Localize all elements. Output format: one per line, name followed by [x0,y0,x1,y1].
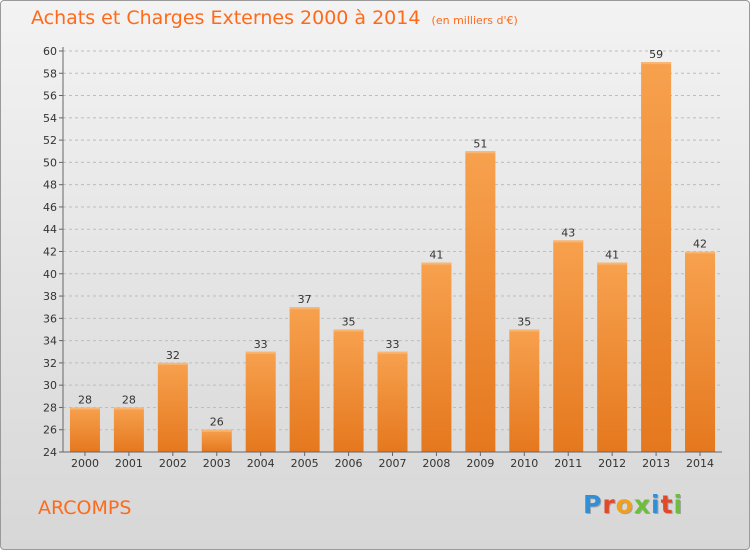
bar-highlight [201,429,232,432]
bar-value-label: 33 [254,338,268,351]
y-tick-label: 36 [43,312,57,325]
bar-2000 [69,407,100,452]
bar-2010 [509,329,540,452]
bar-2013 [641,62,672,453]
y-tick-label: 60 [43,45,57,58]
y-tick-label: 56 [43,90,57,103]
bar-2002 [157,362,188,452]
x-tick-label: 2001 [115,457,143,470]
y-tick-label: 24 [43,446,57,459]
bar-value-label: 59 [649,48,663,61]
logo-letter: i [673,490,684,519]
x-tick-label: 2000 [71,457,99,470]
x-tick-label: 2010 [510,457,538,470]
y-tick-label: 50 [43,156,57,169]
proxiti-logo: Proxiti [583,490,683,519]
bar-2014 [685,251,716,452]
bar-highlight [685,251,716,254]
bar-value-label: 28 [122,393,136,406]
bar-highlight [377,351,408,354]
x-tick-label: 2006 [335,457,363,470]
y-tick-label: 38 [43,290,57,303]
x-tick-label: 2013 [642,457,670,470]
logo-letter: t [660,490,674,519]
logo-letter: P [583,490,603,519]
y-tick-label: 44 [43,223,57,236]
y-tick-label: 58 [43,67,57,80]
bar-value-label: 42 [693,238,707,251]
commune-name: ARCOMPS [38,497,132,519]
bar-2012 [597,262,628,452]
x-tick-label: 2008 [422,457,450,470]
bar-highlight [289,307,320,310]
x-tick-label: 2003 [203,457,231,470]
logo-letter: r [602,490,616,519]
bar-2006 [333,329,364,452]
x-tick-label: 2005 [291,457,319,470]
bar-highlight [245,351,276,354]
x-tick-label: 2014 [686,457,714,470]
bar-2004 [245,351,276,452]
bar-value-label: 35 [342,315,356,328]
y-tick-label: 28 [43,401,57,414]
bar-2007 [377,351,408,452]
bar-value-label: 33 [386,338,400,351]
y-tick-label: 32 [43,357,57,370]
x-tick-label: 2009 [466,457,494,470]
y-tick-label: 52 [43,134,57,147]
bar-value-label: 26 [210,416,224,429]
x-tick-label: 2011 [554,457,582,470]
y-tick-label: 42 [43,246,57,259]
bar-2001 [113,407,144,452]
x-tick-label: 2002 [159,457,187,470]
y-tick-label: 34 [43,335,57,348]
logo-letter: o [615,490,634,519]
bar-value-label: 32 [166,349,180,362]
y-tick-label: 30 [43,379,57,392]
bar-value-label: 35 [517,315,531,328]
x-tick-label: 2007 [379,457,407,470]
bar-highlight [597,262,628,265]
bar-value-labels: 28 28 32 26 33 37 35 33 41 51 35 43 41 59 42 [78,48,707,429]
bar-value-label: 41 [429,249,443,262]
bar-highlight [641,62,672,65]
bar-2003 [201,429,232,452]
bar-value-label: 28 [78,393,92,406]
bar-highlight [553,240,584,243]
bar-2005 [289,307,320,452]
bar-highlight [333,329,364,332]
chart-subtitle: (en milliers d'€) [431,14,518,27]
x-tick-label: 2004 [247,457,275,470]
bars [69,62,716,453]
bar-highlight [157,362,188,365]
x-axis-tick-labels: 2000 2001 2002 2003 2004 2005 2006 2007 2008 2009… [71,452,714,470]
bar-value-label: 43 [561,226,575,239]
bar-2011 [553,240,584,452]
bar-highlight [69,407,100,410]
y-tick-label: 46 [43,201,57,214]
logo-letter: x [633,490,651,519]
bar-value-label: 41 [605,249,619,262]
logo-letter: i [651,490,661,519]
bar-highlight [465,151,496,154]
bar-value-label: 37 [298,293,312,306]
x-tick-label: 2012 [598,457,626,470]
chart-title: Achats et Charges Externes 2000 à 2014 [31,7,421,29]
y-tick-label: 48 [43,179,57,192]
bar-2008 [421,262,452,452]
y-tick-label: 40 [43,268,57,281]
bar-2009 [465,151,496,452]
y-axis-tick-labels: 24 26 28 30 32 34 36 38 40 42 44 46 48 50 52 54 56 58 60 [43,45,57,459]
bar-value-label: 51 [473,137,487,150]
bar-highlight [113,407,144,410]
bar-highlight [509,329,540,332]
bar-highlight [421,262,452,265]
y-tick-label: 54 [43,112,57,125]
y-tick-label: 26 [43,424,57,437]
title-row: Achats et Charges Externes 2000 à 2014 (… [31,7,518,29]
